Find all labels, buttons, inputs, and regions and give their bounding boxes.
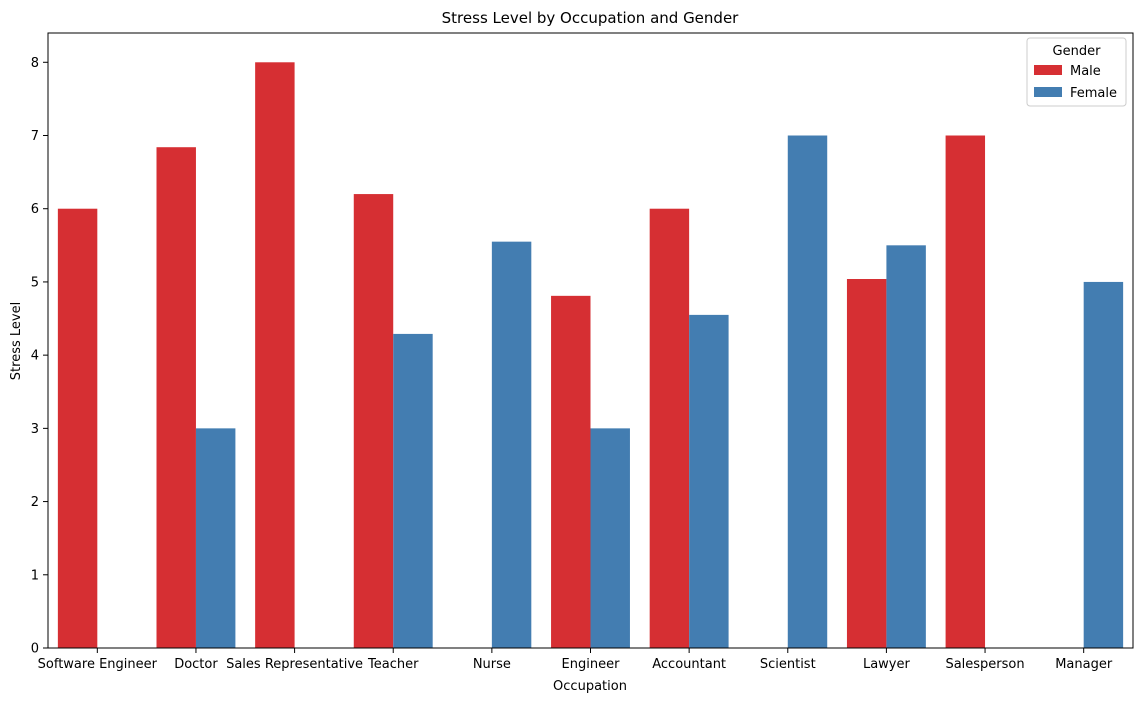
chart-title: Stress Level by Occupation and Gender: [442, 9, 740, 27]
x-tick-label: Engineer: [562, 657, 621, 672]
bar-female-doctor: [195, 428, 236, 648]
legend-title: Gender: [1053, 44, 1102, 59]
x-tick-label: Salesperson: [945, 657, 1024, 672]
y-tick-label: 0: [31, 642, 39, 657]
bar-female-teacher: [393, 333, 433, 648]
bar-male-engineer: [551, 295, 591, 648]
x-tick-label: Nurse: [473, 657, 511, 672]
legend-swatch-male: [1034, 65, 1062, 75]
y-tick-label: 2: [31, 495, 39, 510]
legend: Gender Male Female: [1026, 37, 1127, 107]
y-axis-label: Stress Level: [9, 302, 24, 380]
x-tick-label: Sales Representative: [226, 657, 363, 672]
bar-female-nurse: [491, 241, 532, 648]
bar-male-lawyer: [846, 279, 887, 648]
y-tick-label: 4: [31, 349, 39, 364]
bar-male-accountant: [649, 208, 690, 648]
bar-male-software-engineer: [57, 208, 98, 648]
bar-male-salesperson: [945, 135, 986, 648]
y-axis: 0 1 2 3 4 5 6 7 8: [31, 56, 48, 657]
x-axis-label: Occupation: [553, 679, 627, 694]
x-tick-label: Accountant: [652, 657, 726, 672]
y-tick-label: 6: [31, 202, 39, 217]
plot-frame: [47, 32, 1134, 649]
x-tick-label: Manager: [1055, 657, 1113, 672]
x-tick-label: Teacher: [367, 657, 419, 672]
y-tick-label: 1: [31, 568, 39, 583]
legend-swatch-female: [1034, 87, 1062, 97]
y-tick-label: 8: [31, 56, 39, 71]
bar-female-scientist: [787, 135, 828, 648]
bar-male-teacher: [353, 194, 394, 648]
bar-male-doctor: [156, 147, 196, 648]
x-tick-label: Doctor: [174, 657, 218, 672]
x-tick-label: Software Engineer: [38, 657, 158, 672]
bar-female-manager: [1083, 281, 1124, 648]
legend-label-female: Female: [1070, 86, 1117, 101]
y-tick-label: 5: [31, 275, 39, 290]
x-tick-label: Lawyer: [863, 657, 911, 672]
x-axis: Software Engineer Doctor Sales Representat…: [38, 648, 1113, 672]
y-tick-label: 7: [31, 129, 39, 144]
bar-female-accountant: [689, 314, 729, 649]
bars-layer: [57, 62, 1124, 649]
y-tick-label: 3: [31, 422, 39, 437]
bar-male-sales-representative: [255, 62, 295, 649]
x-tick-label: Scientist: [760, 657, 816, 672]
legend-label-male: Male: [1070, 64, 1101, 79]
bar-female-lawyer: [886, 245, 926, 648]
bar-female-engineer: [590, 428, 630, 648]
